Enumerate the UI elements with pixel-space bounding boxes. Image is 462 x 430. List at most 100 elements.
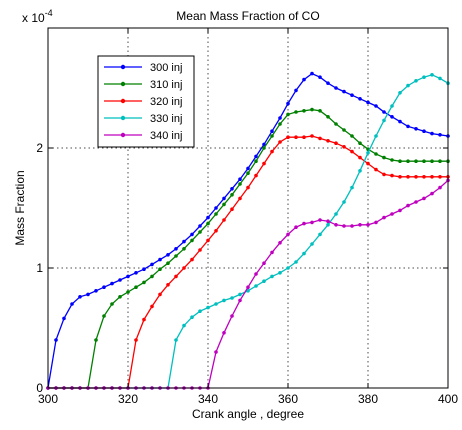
data-point <box>158 257 162 262</box>
data-point <box>198 230 202 234</box>
data-point <box>366 100 370 105</box>
data-point <box>398 159 402 163</box>
data-point <box>334 223 338 227</box>
data-point <box>278 122 282 126</box>
data-point <box>126 274 130 279</box>
data-point <box>326 223 330 227</box>
data-point <box>422 129 426 133</box>
legend-label: 300 inj <box>150 62 182 74</box>
legend-label: 340 inj <box>150 130 182 142</box>
data-point <box>398 208 402 213</box>
data-point <box>238 298 242 303</box>
data-point <box>294 225 298 229</box>
chart-title: Mean Mass Fraction of CO <box>176 9 319 23</box>
data-point <box>214 206 218 210</box>
data-point <box>422 75 426 79</box>
data-point <box>270 274 274 279</box>
data-point <box>350 224 354 228</box>
data-point <box>406 83 410 88</box>
data-point <box>134 338 138 342</box>
data-point <box>350 185 354 190</box>
data-point <box>422 175 426 179</box>
data-point <box>326 139 330 143</box>
data-point <box>318 218 322 222</box>
data-point <box>358 97 362 101</box>
data-point <box>238 292 242 297</box>
data-point <box>294 88 298 93</box>
data-point <box>358 223 362 227</box>
data-point <box>302 251 306 256</box>
data-point <box>262 261 266 266</box>
data-point <box>374 220 378 225</box>
data-point <box>406 203 410 208</box>
data-point <box>190 238 194 243</box>
data-point <box>238 177 242 181</box>
data-point <box>358 169 362 173</box>
data-point <box>142 267 146 272</box>
data-point <box>270 250 274 255</box>
data-point <box>390 173 394 178</box>
x-tick-label: 300 <box>38 392 58 406</box>
x-tick-label: 400 <box>438 392 458 406</box>
data-point <box>398 119 402 124</box>
data-point <box>342 128 346 132</box>
data-point <box>238 196 242 201</box>
data-point <box>254 159 258 163</box>
data-point <box>430 191 434 196</box>
data-point <box>430 175 434 179</box>
data-point <box>318 75 322 79</box>
data-point <box>230 296 234 300</box>
data-point <box>142 317 146 322</box>
data-point <box>398 91 402 95</box>
data-point <box>278 140 282 144</box>
data-point <box>414 200 418 204</box>
data-point <box>414 175 418 179</box>
data-point <box>422 196 426 201</box>
data-point <box>222 298 226 303</box>
data-point <box>374 104 378 108</box>
data-point <box>254 272 258 276</box>
data-point <box>206 238 210 243</box>
data-point <box>286 232 290 237</box>
legend-marker <box>120 98 126 104</box>
data-point <box>150 274 154 279</box>
data-point <box>414 159 418 163</box>
data-point <box>310 134 314 138</box>
data-point <box>254 284 258 288</box>
data-point <box>334 141 338 145</box>
data-point <box>158 267 162 272</box>
data-point <box>182 239 186 244</box>
data-point <box>310 220 314 225</box>
data-point <box>438 76 442 81</box>
data-point <box>78 295 82 299</box>
data-point <box>262 142 266 147</box>
data-point <box>230 207 234 211</box>
data-point <box>438 133 442 137</box>
data-point <box>62 316 66 321</box>
data-point <box>366 151 370 155</box>
data-point <box>166 261 170 266</box>
data-point <box>150 262 154 267</box>
data-point <box>438 185 442 190</box>
data-point <box>334 86 338 90</box>
data-point <box>134 285 138 290</box>
data-point <box>342 224 346 228</box>
x-axis-title: Crank angle , degree <box>192 407 304 421</box>
data-point <box>382 172 386 177</box>
data-point <box>382 118 386 123</box>
y-multiplier-exponent: -4 <box>45 8 53 18</box>
data-point <box>230 187 234 191</box>
data-point <box>414 127 418 131</box>
data-point <box>406 175 410 179</box>
data-point <box>262 161 266 166</box>
data-point <box>238 182 242 186</box>
data-point <box>350 93 354 97</box>
data-point <box>430 131 434 136</box>
x-tick-label: 320 <box>118 392 138 406</box>
data-point <box>214 302 218 306</box>
data-point <box>430 73 434 77</box>
data-point <box>134 271 138 275</box>
data-point <box>342 145 346 149</box>
data-point <box>286 101 290 106</box>
